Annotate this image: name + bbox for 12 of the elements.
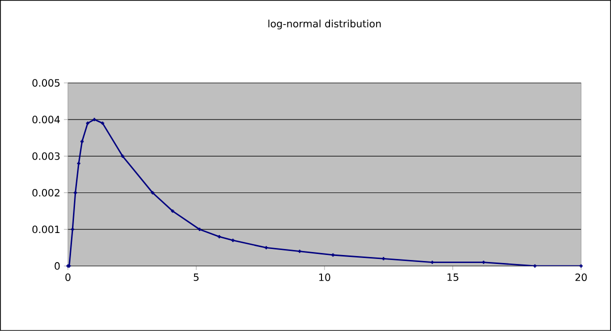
y-tick-label: 0.001	[32, 226, 60, 234]
x-tick-label: 5	[194, 274, 199, 281]
x-tick-label: 20	[575, 274, 587, 282]
y-tick-label: 0.003	[32, 152, 60, 160]
x-tick-label: 10	[319, 274, 330, 282]
y-tick-label: 0.004	[32, 116, 60, 124]
chart-title: log-normal distribution	[268, 20, 381, 30]
x-tick-label: 0	[65, 274, 70, 282]
y-tick-label: 0.005	[32, 79, 60, 87]
y-tick-label: 0.002	[32, 189, 60, 197]
y-tick-label: 0	[54, 262, 60, 270]
x-tick-label: 15	[448, 274, 458, 281]
